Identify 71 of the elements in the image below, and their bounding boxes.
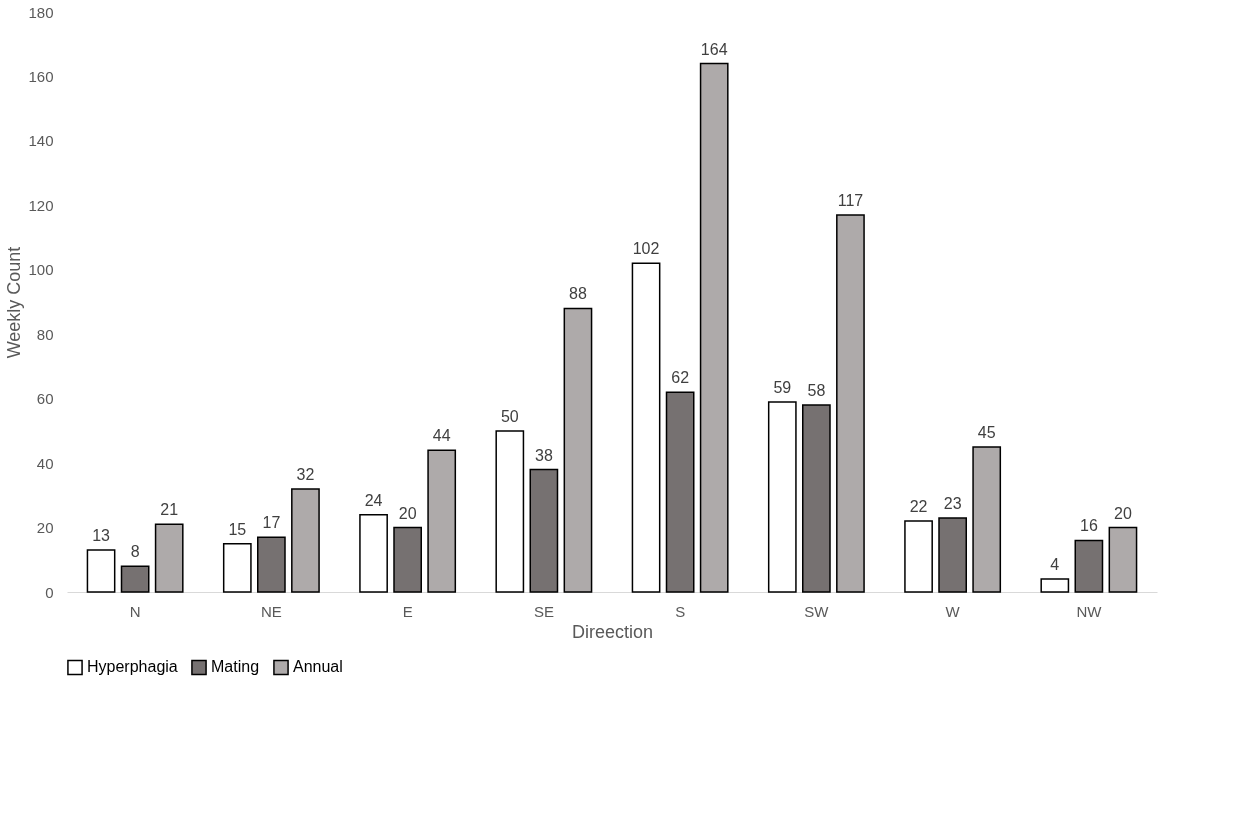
- data-label: 20: [398, 504, 417, 522]
- legend-label: Mating: [211, 658, 260, 676]
- data-label: 102: [632, 240, 660, 258]
- x-tick-label: SE: [533, 602, 554, 620]
- y-tick-label: 40: [36, 454, 54, 472]
- y-tick-label: 120: [28, 196, 54, 214]
- y-axis-title: Weekly Count: [4, 246, 25, 359]
- bar: [563, 307, 593, 593]
- bar: [802, 404, 831, 593]
- y-tick-label: 60: [36, 390, 54, 408]
- data-label: 23: [943, 494, 962, 512]
- bar: [427, 449, 457, 593]
- bar: [291, 488, 320, 593]
- bar: [699, 62, 729, 593]
- bar: [495, 430, 525, 593]
- bar: [631, 262, 661, 593]
- y-tick-label: 180: [28, 3, 54, 21]
- data-label: 45: [977, 424, 996, 441]
- data-label: 17: [262, 514, 281, 532]
- y-tick-label: 160: [28, 67, 54, 85]
- bar: [120, 565, 150, 593]
- bar: [938, 517, 967, 593]
- y-tick-label: 20: [36, 519, 54, 537]
- data-label: 50: [500, 407, 519, 425]
- bar: [665, 391, 695, 593]
- bar: [86, 549, 116, 593]
- data-label: 58: [807, 382, 826, 400]
- x-tick-label: SW: [804, 602, 830, 620]
- bar: [257, 536, 286, 593]
- data-label: 22: [909, 498, 928, 516]
- x-tick-label: N: [129, 602, 141, 620]
- y-tick-label: 0: [45, 583, 54, 601]
- data-label: 88: [569, 285, 587, 303]
- bar: [1040, 578, 1070, 593]
- bar: [529, 468, 559, 593]
- x-axis-title: Direection: [571, 621, 654, 642]
- data-label: 117: [837, 192, 864, 209]
- x-tick-label: W: [945, 602, 961, 620]
- data-label: 44: [432, 427, 451, 445]
- legend-label: Hyperphagia: [87, 658, 178, 676]
- bar: [972, 446, 1002, 593]
- bar: [222, 542, 252, 593]
- data-label: 20: [1114, 504, 1132, 522]
- data-label: 32: [296, 465, 315, 483]
- legend-label: Annual: [293, 658, 343, 676]
- data-label: 16: [1079, 517, 1098, 535]
- y-tick-label: 100: [28, 261, 54, 279]
- data-label: 15: [228, 520, 247, 538]
- data-label: 13: [92, 527, 111, 545]
- bar: [836, 214, 865, 593]
- data-label: 24: [364, 491, 383, 509]
- bar: [1074, 539, 1104, 593]
- x-tick-label: S: [675, 602, 686, 620]
- data-label: 164: [700, 40, 728, 58]
- y-tick-label: 140: [28, 132, 54, 150]
- bar: [1108, 526, 1138, 593]
- bar: [154, 523, 184, 593]
- data-label: 59: [773, 378, 792, 396]
- bar: [359, 513, 388, 593]
- bar: [393, 526, 422, 593]
- data-label: 21: [160, 501, 179, 519]
- data-label: 4: [1050, 556, 1060, 574]
- x-tick-label: NE: [260, 602, 282, 620]
- bar: [904, 520, 933, 593]
- bar: [767, 401, 797, 593]
- x-tick-label: NW: [1076, 602, 1103, 620]
- data-label: 38: [534, 446, 553, 464]
- data-label: 8: [130, 543, 140, 561]
- x-tick-label: E: [402, 602, 413, 620]
- y-tick-label: 80: [36, 325, 54, 343]
- data-label: 62: [671, 369, 690, 387]
